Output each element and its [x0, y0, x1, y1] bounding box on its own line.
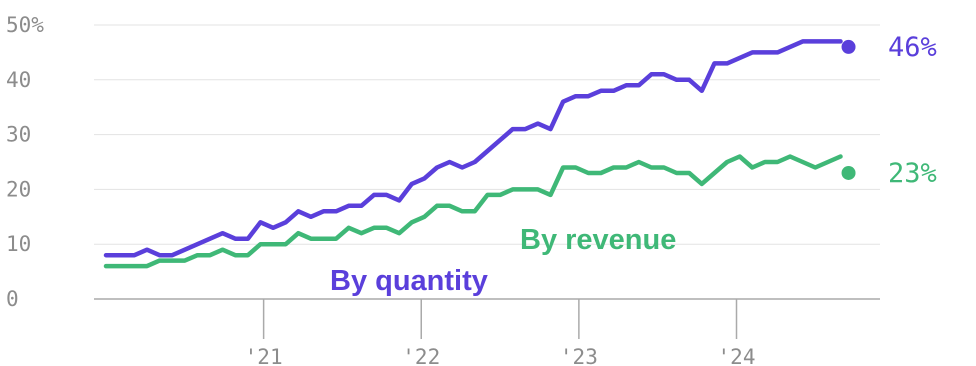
x-tick-label-2021: '21 — [245, 345, 283, 366]
series-labels: By revenue By quantity 46% 23% — [330, 32, 937, 297]
x-tick-label-2024: '24 — [718, 345, 756, 366]
y-axis-labels: 0 10 20 30 40 50% — [6, 13, 44, 311]
series-label-by-revenue: By revenue — [520, 224, 676, 256]
end-marker-quantity — [841, 39, 856, 54]
x-tick-label-2022: '22 — [402, 345, 440, 366]
x-tick-label-2023: '23 — [560, 345, 598, 366]
end-marker-revenue — [841, 165, 856, 180]
x-axis: '21 '22 '23 '24 — [245, 299, 756, 366]
series-line-quantity — [103, 39, 843, 258]
series-lines — [103, 39, 843, 269]
y-tick-label-10: 10 — [6, 232, 31, 256]
series-label-by-quantity: By quantity — [330, 265, 488, 297]
y-tick-label-50: 50% — [6, 13, 44, 37]
series-end-markers — [841, 39, 856, 180]
gridlines — [94, 24, 880, 300]
y-tick-label-0: 0 — [6, 287, 19, 311]
y-tick-label-20: 20 — [6, 177, 31, 201]
series-line-revenue — [103, 154, 843, 269]
y-tick-label-40: 40 — [6, 68, 31, 92]
y-tick-label-30: 30 — [6, 123, 31, 147]
end-label-revenue: 23% — [888, 158, 937, 189]
end-label-quantity: 46% — [888, 32, 937, 63]
